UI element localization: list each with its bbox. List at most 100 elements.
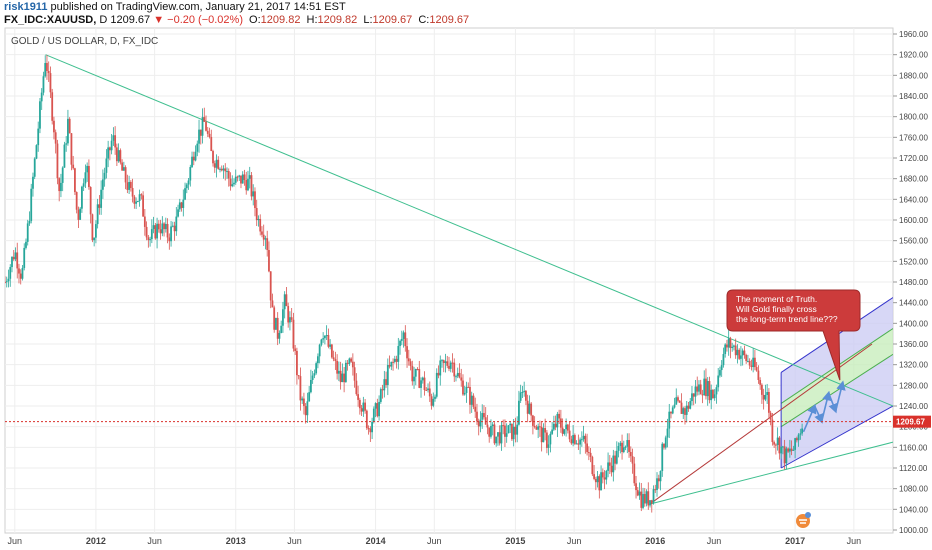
candle-body [439, 360, 442, 376]
candle-body [240, 175, 242, 184]
candle-body [680, 402, 683, 414]
candle-body [519, 392, 522, 401]
candle-body [189, 167, 192, 181]
candle-body [245, 180, 248, 191]
y-tick-label: 1360.00 [899, 340, 928, 349]
candle-body [16, 252, 19, 269]
candle-body [208, 133, 211, 137]
candle-body [196, 143, 199, 152]
candle-body [727, 338, 730, 348]
candle-body [178, 202, 181, 210]
candle-body [514, 426, 517, 435]
candle-body [138, 194, 141, 202]
candle-body [479, 419, 482, 427]
plot-area[interactable] [4, 27, 894, 534]
candle-body [652, 489, 655, 503]
candle-body [5, 282, 6, 283]
candle-body [705, 378, 707, 397]
candle-body [325, 335, 328, 337]
candle-body [530, 403, 533, 416]
candle-body [463, 392, 466, 395]
close-value: 1209.67 [429, 14, 470, 26]
candle-body [164, 223, 167, 230]
candle-body [545, 432, 548, 448]
candle-body [343, 373, 346, 383]
candle-body [163, 223, 165, 230]
candle-body [717, 375, 720, 388]
candle-body [49, 73, 52, 93]
candle-body [294, 348, 297, 351]
candle-body [252, 191, 255, 197]
candle-body [668, 411, 671, 429]
candle-body [600, 472, 602, 491]
candle-body [780, 446, 783, 454]
candle-body [542, 428, 545, 443]
candle-body [233, 182, 235, 185]
candle-body [112, 135, 115, 141]
candle-body [523, 390, 526, 392]
last-price-tag-bg [893, 415, 931, 428]
x-tick-label: 2012 [86, 536, 106, 546]
candle-body [367, 428, 370, 430]
candle-body [229, 178, 232, 187]
candle-body [98, 204, 101, 208]
candle-body [528, 403, 531, 414]
candle-body [264, 238, 267, 240]
candle-body [586, 443, 588, 453]
candle-body [685, 405, 688, 415]
candle-body [635, 483, 637, 491]
candle-body [502, 425, 505, 427]
candle-body [491, 424, 494, 426]
candle-body [607, 462, 609, 471]
candles [5, 55, 804, 513]
candle-body [360, 408, 363, 412]
candle-body [332, 357, 335, 360]
candle-body [261, 231, 263, 235]
candle-body [712, 389, 714, 399]
candle-body [787, 448, 790, 452]
candle-body [350, 358, 353, 362]
candle-body [236, 176, 239, 178]
last-value: 1209.67 [110, 14, 151, 26]
candle-body [268, 250, 270, 272]
candle-body [282, 309, 284, 326]
candle-body [110, 140, 113, 151]
candle-body [633, 463, 636, 484]
candle-body [278, 333, 281, 339]
candle-body [213, 163, 216, 168]
candle-body [341, 373, 344, 383]
candle-body [133, 196, 136, 204]
candle-body [460, 377, 463, 381]
candle-body [621, 442, 623, 453]
y-tick-label: 1240.00 [899, 402, 928, 411]
candle-body [605, 470, 608, 480]
callout-bubble[interactable] [726, 289, 861, 381]
candle-body [187, 180, 190, 185]
candle-body [166, 223, 169, 238]
candle-body [184, 188, 186, 200]
candle-body [507, 425, 510, 434]
candle-body [28, 220, 31, 224]
candle-body [54, 132, 57, 144]
candle-body [51, 92, 54, 121]
y-tick-label: 1440.00 [899, 299, 928, 308]
candle-body [192, 156, 195, 161]
candle-body [376, 403, 379, 417]
symbol-name[interactable]: FX_IDC:XAUUSD, [4, 14, 97, 26]
y-tick-label: 1800.00 [899, 113, 928, 122]
candle-body [379, 389, 382, 402]
candle-body [572, 435, 575, 444]
candle-body [783, 446, 786, 464]
callout: The moment of Truth.Will Gold finally cr… [726, 289, 861, 381]
author-name[interactable]: risk1911 [4, 1, 48, 13]
candle-body [759, 379, 762, 385]
candle-body [238, 175, 241, 177]
candle-body [757, 370, 760, 380]
candle-body [194, 151, 197, 161]
candle-body [774, 444, 777, 446]
candle-body [122, 167, 125, 171]
callout-line: The moment of Truth. [736, 294, 817, 304]
candle-body [201, 117, 204, 136]
candle-body [659, 471, 662, 482]
